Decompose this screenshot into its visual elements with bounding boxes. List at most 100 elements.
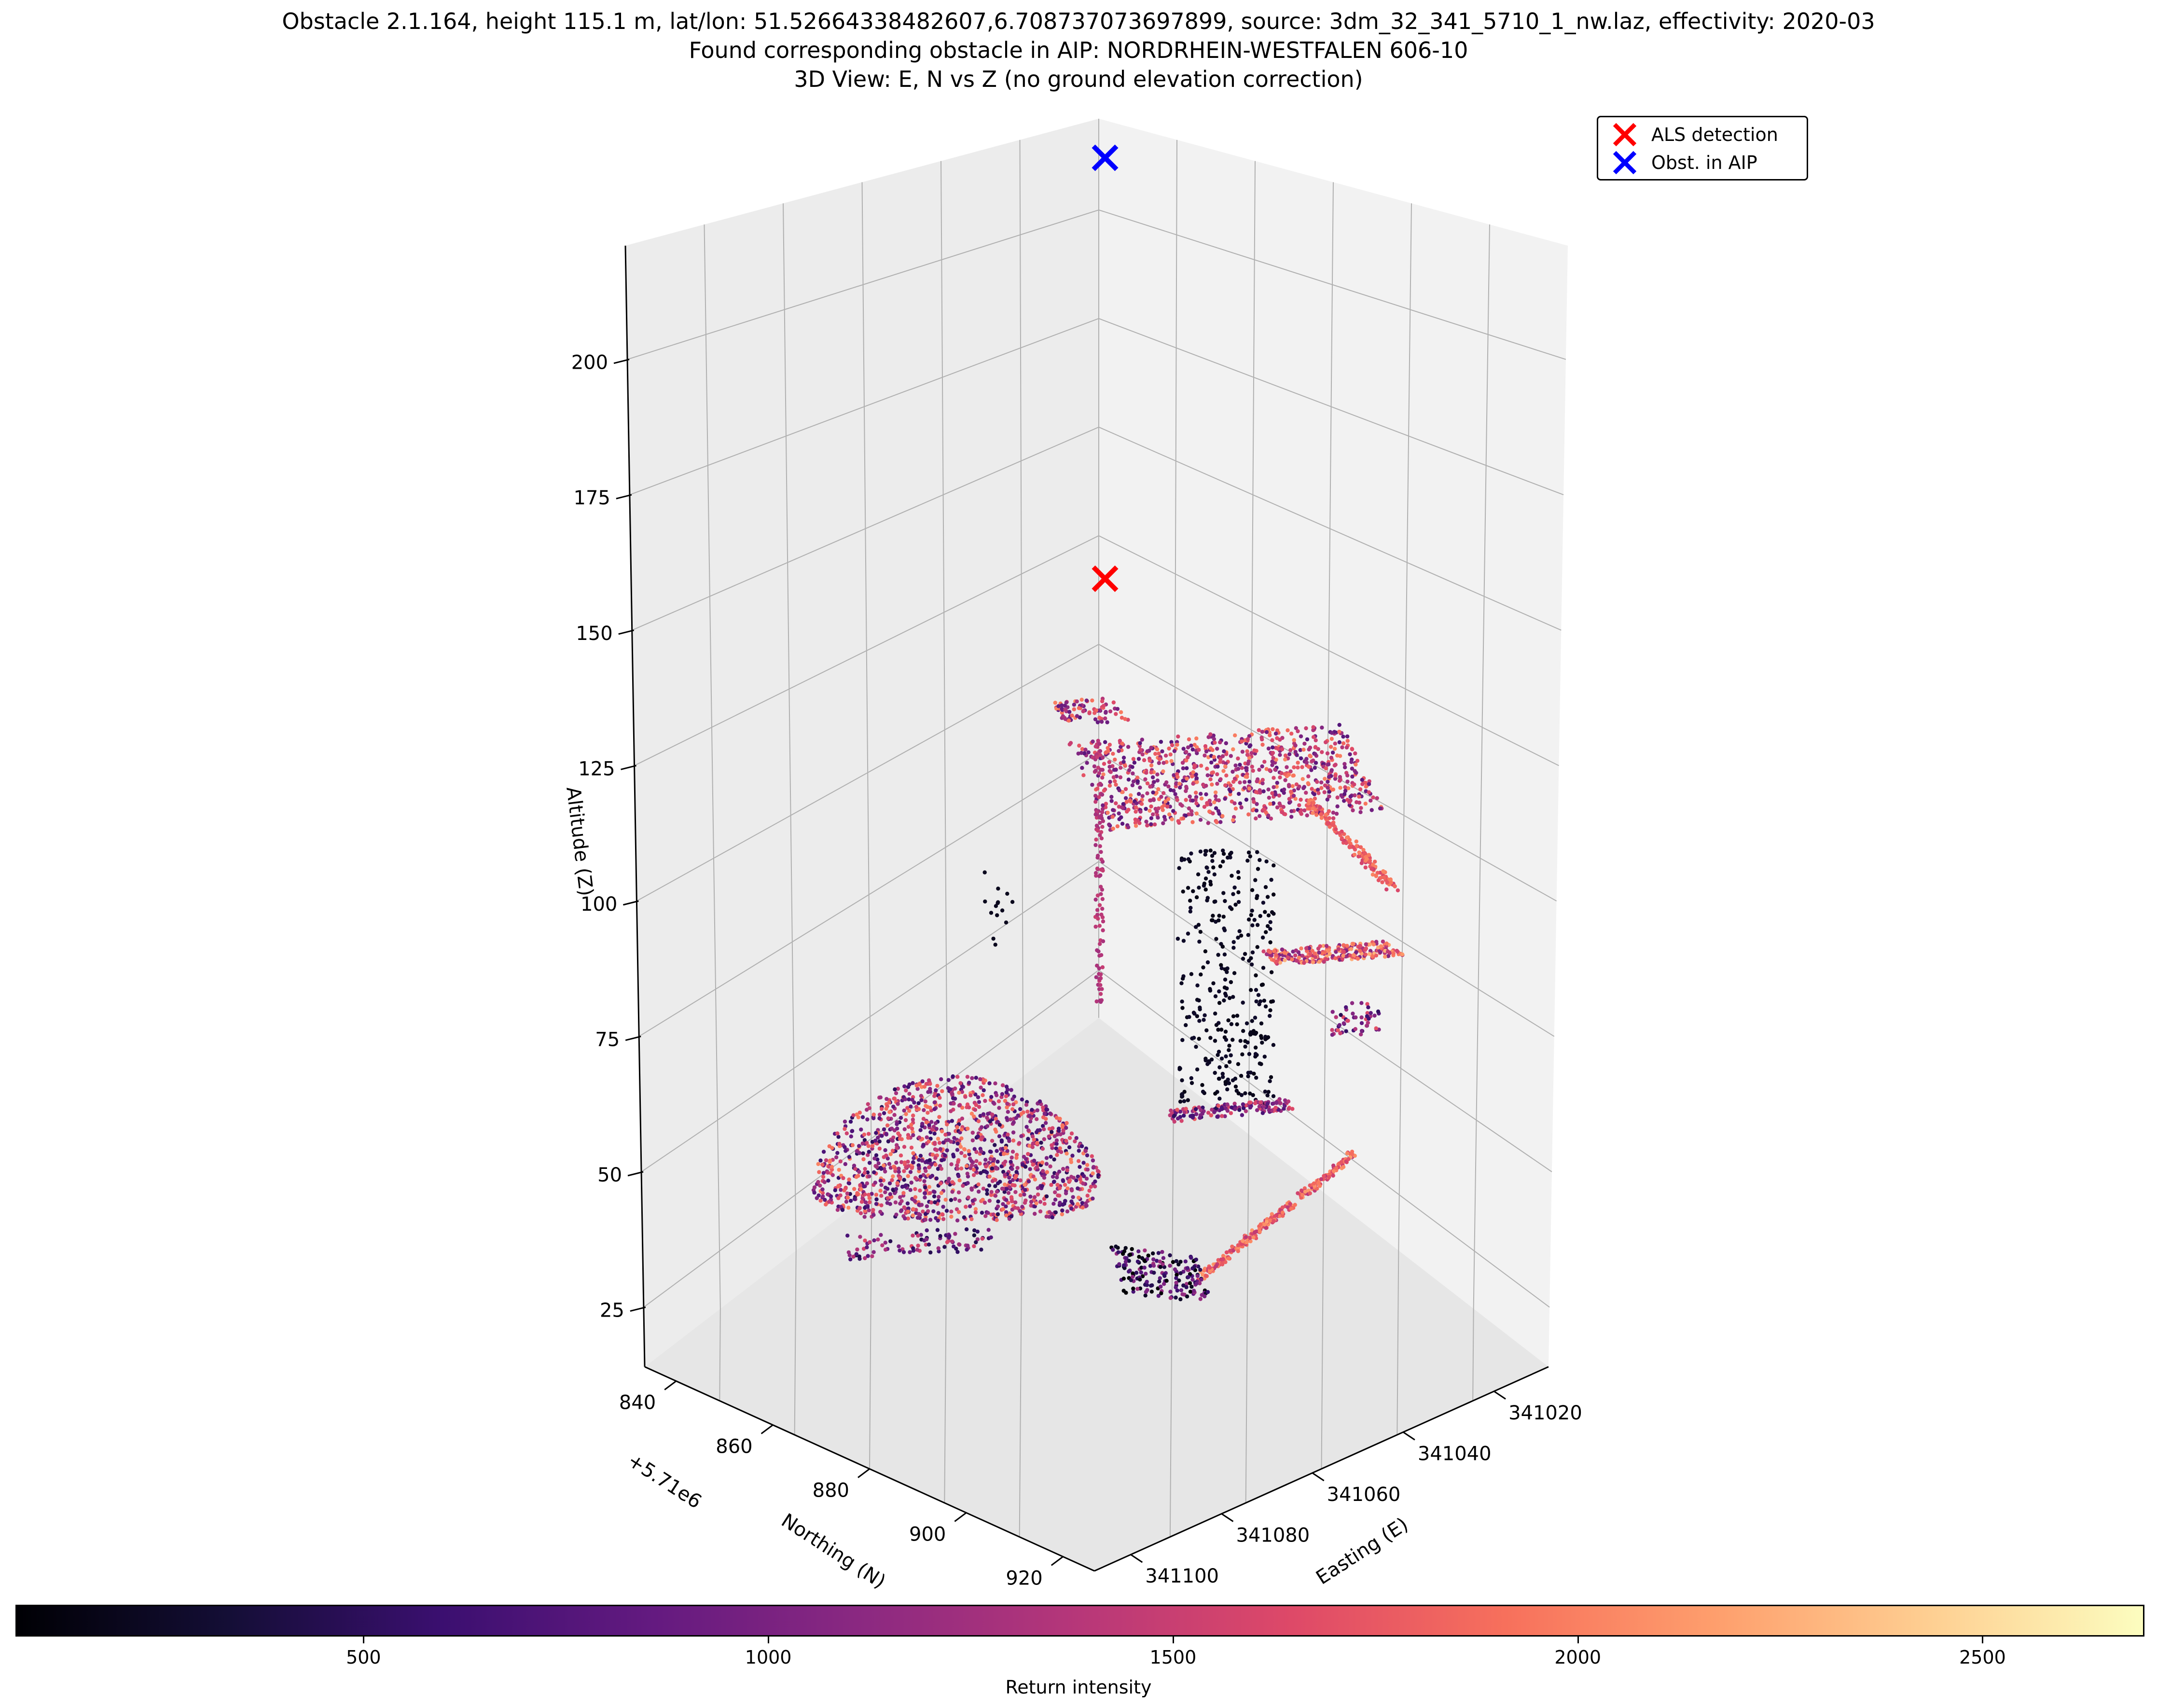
point [939,1191,944,1195]
point [1175,1108,1179,1112]
point [899,1153,903,1158]
point [1162,1274,1167,1278]
point [899,1116,903,1120]
point [1122,1249,1127,1253]
point [1289,809,1294,814]
point [944,1208,949,1213]
point [1184,1107,1188,1111]
point [1334,811,1339,816]
point [1355,957,1360,961]
point [1190,798,1195,803]
point [1229,980,1233,985]
point [1208,988,1213,993]
point [1194,801,1199,805]
point [983,899,987,904]
point [911,1113,915,1118]
point [866,1102,871,1106]
z-tick-label: 175 [574,487,610,509]
point [830,1165,834,1169]
floor-gridline [944,1134,948,1503]
point [1101,803,1105,807]
point [1185,777,1189,781]
point [1324,740,1328,745]
point [1065,1209,1070,1214]
point [1104,750,1108,755]
point [926,1242,931,1247]
point [1338,1031,1342,1036]
point [902,1169,906,1173]
point [1120,805,1124,810]
point [1064,1139,1068,1143]
point [1196,923,1201,927]
point [818,1158,823,1163]
point [1158,1276,1162,1280]
point [956,1174,961,1179]
point [820,1163,825,1167]
point [943,1153,947,1158]
point [1180,1006,1185,1010]
point [1286,728,1290,733]
point [1249,751,1254,755]
point [911,1246,915,1250]
point [1248,1239,1253,1244]
point [988,1149,993,1154]
point [1014,1155,1019,1160]
point [913,1195,918,1199]
point [1174,781,1178,786]
point [1058,1146,1062,1151]
point [887,1110,892,1114]
point [1180,1078,1184,1083]
point [1144,1272,1148,1276]
point [1035,1140,1039,1145]
point [1290,1107,1295,1111]
point [1241,1239,1245,1243]
point [1003,1182,1007,1187]
point [1077,1149,1081,1153]
point [894,1091,899,1096]
point [1325,751,1330,756]
point [969,1217,974,1222]
point [1179,1288,1184,1292]
point [1115,707,1120,711]
point [853,1166,857,1171]
x-tick [1403,1431,1415,1441]
point [1289,1207,1293,1211]
point [1042,1137,1046,1141]
point [872,1156,877,1161]
point [1073,1139,1077,1144]
point [1009,1088,1013,1092]
point [918,1178,922,1182]
point [1122,1263,1126,1267]
point [1084,698,1089,703]
point [1049,1182,1053,1187]
point [1204,783,1208,788]
point [1341,741,1346,746]
point [1004,1084,1009,1089]
point [887,1162,892,1166]
point [1143,1293,1148,1298]
point [1301,748,1306,752]
point [1074,1178,1078,1182]
point [1331,787,1336,792]
point [1244,1240,1249,1245]
point [1305,813,1309,818]
point [1370,862,1375,867]
point [895,1122,899,1126]
point [1261,901,1266,905]
point [1330,1010,1335,1014]
point [1246,1074,1250,1079]
point [894,1187,899,1191]
point [1215,820,1219,824]
point [1038,1200,1043,1204]
point [1352,782,1356,787]
point [1090,698,1094,703]
point [987,1198,992,1203]
point [1209,1057,1214,1062]
point [1335,804,1340,809]
point [1159,739,1163,744]
y-tick [1051,1556,1064,1566]
point [1217,1097,1222,1101]
point [1219,1105,1224,1110]
point [850,1129,855,1133]
point [859,1127,863,1132]
